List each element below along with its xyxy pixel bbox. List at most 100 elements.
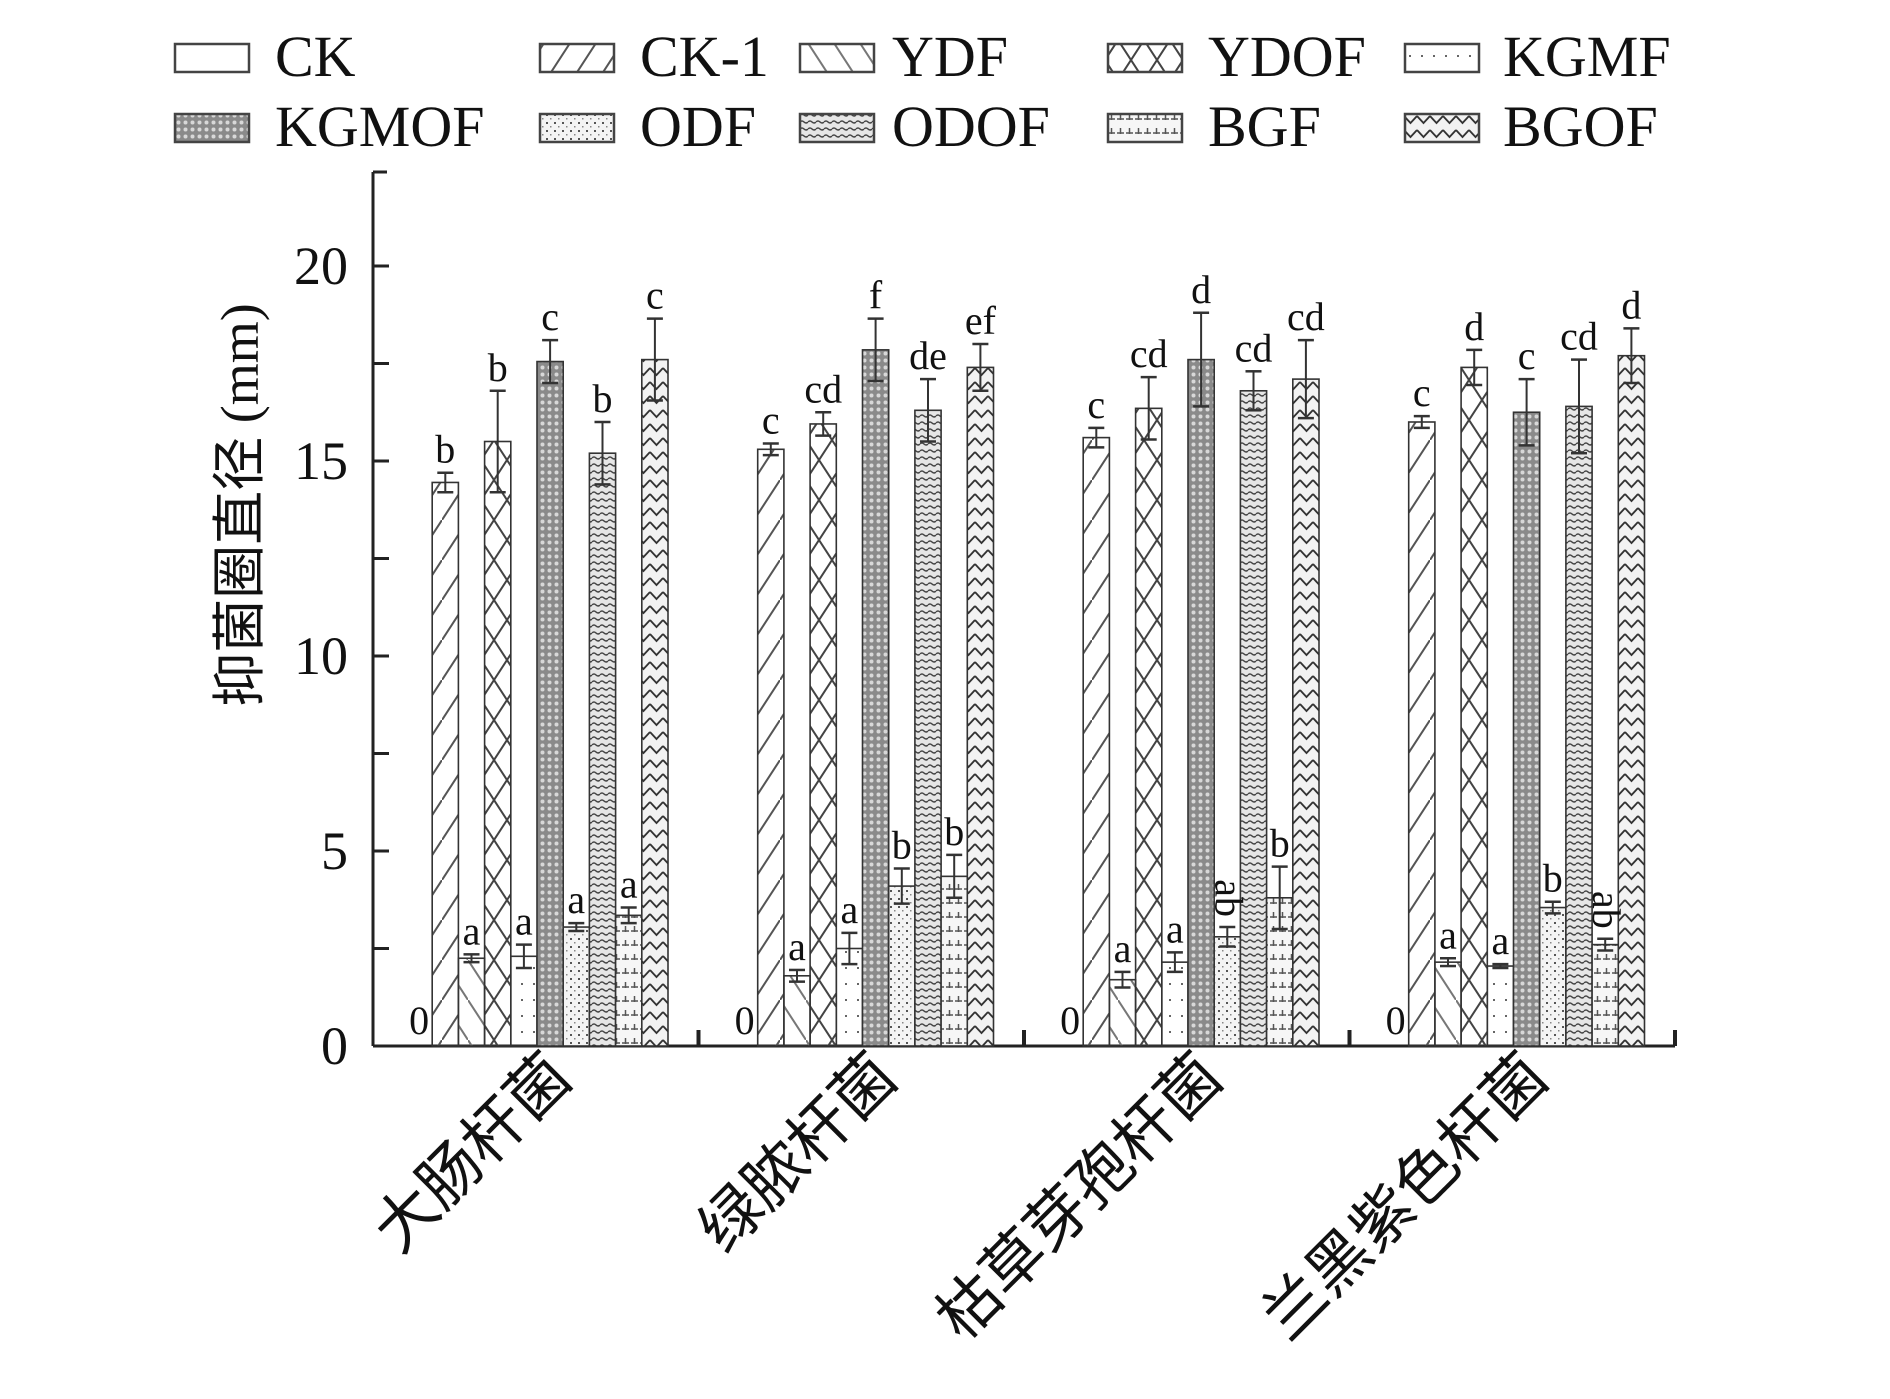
legend-swatch: [1403, 42, 1481, 74]
error-bar: [594, 420, 611, 486]
error-bar: [762, 442, 779, 457]
legend-label: KGMF: [1503, 24, 1671, 89]
significance-label: a: [1439, 912, 1457, 957]
y-tick-label: 10: [294, 626, 348, 686]
error-bar: [463, 953, 480, 964]
legend-swatch: [538, 112, 616, 144]
error-bar: [1140, 375, 1157, 441]
y-tick-label: 15: [294, 431, 348, 491]
significance-label: 0: [1060, 998, 1080, 1043]
significance-label: a: [788, 924, 806, 969]
bar-kgmof: [536, 360, 565, 1047]
legend-item-kgmf: KGMF: [1403, 24, 1671, 89]
bar-kgmof: [1512, 411, 1541, 1047]
significance-label: d: [1191, 267, 1211, 312]
legend: CK CK-1 YDF YDOF KGMF KGMOF ODF ODOF BGF BGOF: [173, 24, 1671, 159]
significance-label: a: [1492, 918, 1510, 963]
significance-label: ef: [965, 298, 997, 343]
significance-label: c: [1087, 382, 1105, 427]
significance-label: de: [909, 333, 947, 378]
legend-item-ck: CK: [173, 24, 356, 89]
bar-odf: [562, 926, 591, 1047]
legend-item-bgf: BGF: [1106, 94, 1321, 159]
significance-label: a: [841, 887, 859, 932]
significance-label: cd: [1235, 325, 1273, 370]
significance-label: a: [515, 899, 533, 944]
significance-label: c: [1518, 333, 1536, 378]
bar-ck-1: [756, 448, 785, 1047]
bar-ck-1: [1407, 421, 1436, 1047]
bar-ydf: [1108, 978, 1137, 1047]
significance-label: ab: [1206, 879, 1251, 917]
significance-label: b: [892, 823, 912, 868]
error-bar: [789, 968, 805, 983]
x-category-label: 枯草芽孢杆菌: [925, 1042, 1236, 1353]
legend-swatch: [538, 42, 616, 74]
error-bar: [1219, 925, 1236, 948]
error-bar: [1413, 414, 1430, 430]
bar-kgmf: [509, 955, 538, 1047]
significance-label: a: [1166, 906, 1184, 951]
legend-label: CK: [275, 24, 356, 89]
bar-ydof: [483, 440, 512, 1047]
significance-label: c: [541, 294, 559, 339]
error-bar: [1193, 311, 1210, 408]
bar-ck-1: [1082, 436, 1111, 1047]
significance-label: b: [593, 376, 613, 421]
significance-label: c: [646, 273, 664, 318]
error-bar: [841, 931, 858, 966]
y-tick-label: 0: [321, 1016, 348, 1076]
legend-item-ydf: YDF: [798, 24, 1008, 89]
significance-label: cd: [804, 366, 842, 411]
error-bar: [1623, 327, 1640, 385]
significance-label: a: [463, 908, 481, 953]
bar-odof: [1565, 405, 1593, 1047]
bar-odf: [1213, 935, 1242, 1047]
significance-label: 0: [409, 998, 429, 1043]
significance-label: b: [1270, 821, 1290, 866]
legend-label: BGF: [1208, 94, 1321, 159]
significance-label: f: [869, 273, 883, 318]
bar-kgmf: [1486, 965, 1515, 1047]
bar-ydf: [783, 974, 811, 1047]
error-bar: [1166, 951, 1183, 974]
error-bar: [920, 377, 936, 443]
legend-item-ck-1: CK-1: [538, 24, 769, 89]
legend-label: ODF: [640, 94, 756, 159]
bar-odof: [914, 409, 942, 1047]
significance-label: d: [1621, 282, 1641, 327]
bar-bgof: [640, 358, 669, 1047]
bars: [431, 311, 1646, 1047]
legend-swatch: [173, 112, 251, 144]
error-bar: [946, 853, 963, 900]
significance-label: 0: [735, 998, 755, 1043]
y-tick-label: 20: [294, 236, 348, 296]
labels: 0babacabac0cacdafbdebef0cacdadabcdbcd0ca…: [409, 267, 1641, 1043]
significance-label: c: [762, 397, 780, 442]
bar-odof: [1239, 389, 1268, 1047]
y-tick-label: 5: [321, 821, 348, 881]
legend-label: ODOF: [892, 94, 1050, 159]
error-bar: [515, 943, 532, 970]
bar-odof: [588, 452, 617, 1047]
error-bar: [489, 389, 506, 494]
legend-swatch: [1403, 112, 1481, 144]
error-bar: [620, 906, 637, 925]
significance-label: b: [944, 809, 964, 854]
error-bar: [1271, 865, 1288, 931]
significance-label: a: [620, 862, 638, 907]
legend-label: CK-1: [640, 24, 769, 89]
bar-kgmof: [1187, 358, 1216, 1047]
significance-label: b: [488, 345, 508, 390]
bar-odf: [1538, 906, 1567, 1047]
legend-swatch: [798, 112, 876, 144]
legend-item-kgmof: KGMOF: [173, 94, 485, 159]
error-bar: [815, 411, 832, 437]
significance-label: ab: [1584, 891, 1629, 929]
bar-bgf: [940, 875, 969, 1047]
error-bar: [893, 867, 910, 905]
significance-label: cd: [1560, 314, 1598, 359]
error-bar: [1466, 348, 1483, 387]
legend-swatch: [173, 42, 251, 74]
significance-label: b: [435, 427, 455, 472]
